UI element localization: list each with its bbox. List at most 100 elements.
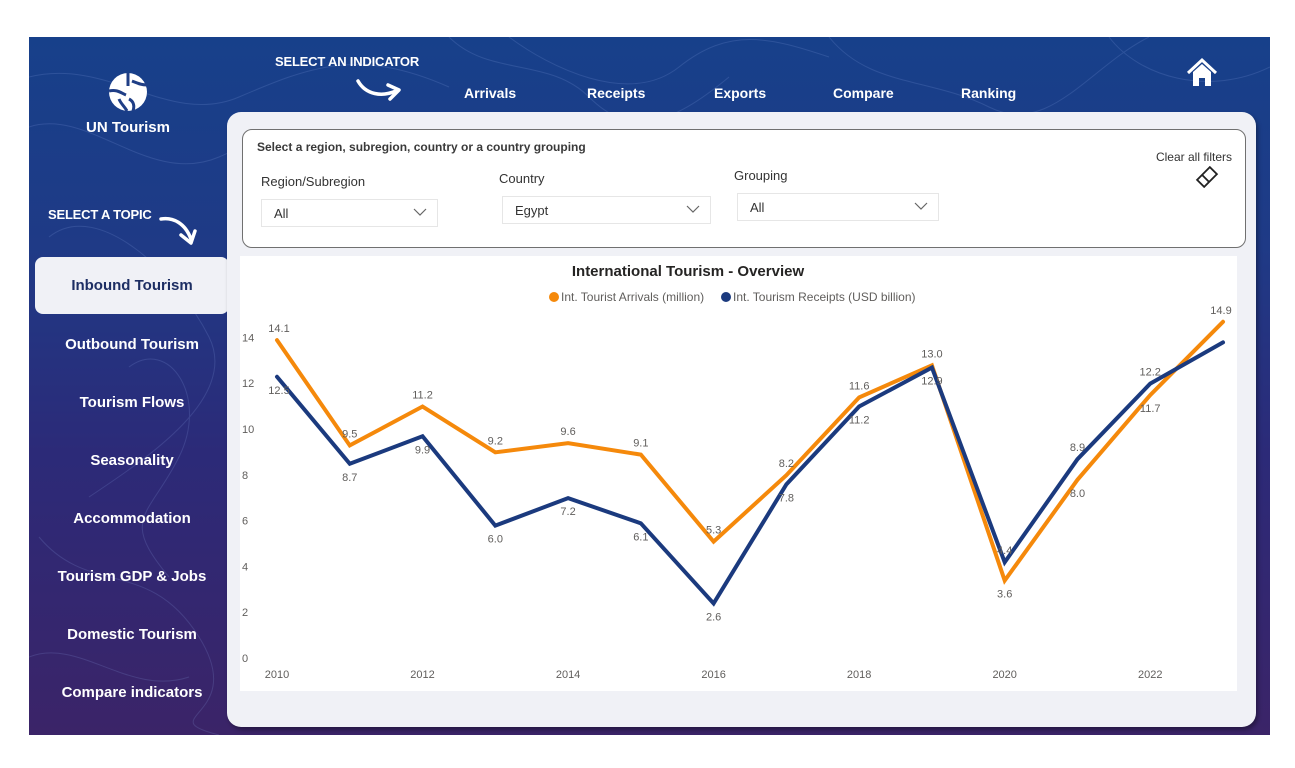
nav-exports[interactable]: Exports — [714, 85, 767, 101]
line-chart: International Tourism - Overview Int. To… — [242, 263, 1232, 681]
receipts-data-label: 2.6 — [706, 611, 721, 623]
sidebar-item-label: Inbound Tourism — [71, 277, 193, 294]
arrivals-data-label: 3.6 — [997, 589, 1012, 601]
sidebar-item-tourism-gdp-jobs[interactable]: Tourism GDP & Jobs — [35, 548, 229, 605]
app-frame: UN Tourism SELECT AN INDICATOR SELECT A … — [29, 37, 1270, 735]
sidebar-item-label: Tourism GDP & Jobs — [57, 568, 207, 585]
curved-arrow-down-icon — [159, 216, 197, 245]
nav-ranking[interactable]: Ranking — [961, 85, 1017, 101]
filter-box: Select a region, subregion, country or a… — [242, 129, 1246, 248]
legend-label-arrivals[interactable]: Int. Tourist Arrivals (million) — [561, 290, 704, 304]
legend-label-receipts[interactable]: Int. Tourism Receipts (USD billion) — [733, 290, 916, 304]
y-tick-label: 14 — [242, 332, 254, 344]
receipts-data-label: 7.8 — [779, 492, 794, 504]
clear-filters-button[interactable]: Clear all filters — [1142, 150, 1232, 188]
sidebar-item-compare-indicators[interactable]: Compare indicators — [35, 664, 229, 721]
region-dropdown[interactable]: All — [261, 199, 438, 227]
arrivals-data-label: 9.2 — [488, 435, 503, 447]
arrivals-data-label: 11.2 — [412, 390, 433, 402]
nav-receipts[interactable]: Receipts — [587, 85, 646, 101]
data-labels: 14.1 9.5 11.2 9.2 9.6 9.1 5.3 8.2 11.6 13.0 3.6 8.0… — [268, 305, 1231, 624]
x-tick-label: 2020 — [992, 669, 1016, 681]
y-tick-label: 4 — [242, 561, 248, 573]
clear-filters-label: Clear all filters — [1155, 150, 1232, 164]
y-tick-label: 2 — [242, 607, 248, 619]
region-value: All — [274, 205, 289, 221]
sidebar-item-label: Tourism Flows — [79, 394, 185, 411]
sidebar-item-inbound-tourism[interactable]: Inbound Tourism — [35, 257, 229, 314]
nav-arrivals[interactable]: Arrivals — [464, 85, 517, 101]
receipts-data-label: 12.9 — [921, 376, 942, 388]
un-tourism-logo-icon — [108, 73, 148, 112]
receipts-data-label: 12.5 — [268, 385, 289, 397]
sidebar-item-tourism-flows[interactable]: Tourism Flows — [35, 374, 229, 431]
main-panel: Select a region, subregion, country or a… — [227, 112, 1256, 727]
x-tick-label: 2018 — [847, 669, 871, 681]
grouping-value: All — [750, 199, 765, 215]
sidebar-item-label: Accommodation — [73, 510, 191, 527]
curved-arrow-right-icon — [356, 79, 401, 101]
x-tick-label: 2014 — [556, 669, 580, 681]
chevron-down-icon — [413, 208, 427, 216]
sidebar-item-label: Outbound Tourism — [65, 336, 199, 353]
select-indicator-label: SELECT AN INDICATOR — [275, 54, 420, 69]
sidebar-item-label: Seasonality — [90, 452, 174, 469]
select-topic-label: SELECT A TOPIC — [48, 207, 152, 222]
arrivals-data-label: 9.5 — [342, 428, 357, 440]
arrivals-data-label: 9.6 — [560, 426, 575, 438]
y-tick-label: 6 — [242, 516, 248, 528]
arrivals-data-label: 14.1 — [268, 323, 289, 335]
home-icon[interactable] — [1185, 56, 1219, 90]
nav-compare[interactable]: Compare — [833, 85, 894, 101]
sidebar-item-seasonality[interactable]: Seasonality — [35, 432, 229, 489]
y-tick-label: 10 — [242, 424, 254, 436]
y-tick-label: 0 — [242, 653, 248, 665]
y-tick-label: 12 — [242, 378, 254, 390]
y-tick-label: 8 — [242, 470, 248, 482]
arrivals-data-label: 11.6 — [849, 380, 870, 392]
receipts-line[interactable] — [275, 340, 1225, 607]
chevron-down-icon — [686, 205, 700, 213]
x-tick-label: 2022 — [1138, 669, 1162, 681]
legend-marker-receipts — [721, 292, 731, 302]
chevron-down-icon — [914, 202, 928, 210]
sidebar-item-accommodation[interactable]: Accommodation — [35, 490, 229, 547]
chart-title: International Tourism - Overview — [572, 263, 805, 280]
grouping-dropdown[interactable]: All — [737, 193, 939, 221]
arrivals-line[interactable] — [275, 319, 1225, 585]
legend-marker-arrivals — [549, 292, 559, 302]
x-tick-label: 2012 — [410, 669, 434, 681]
x-tick-label: 2010 — [265, 669, 289, 681]
arrivals-data-label: 8.2 — [779, 458, 794, 470]
receipts-data-label: 6.0 — [488, 534, 503, 546]
un-tourism-logo: UN Tourism — [83, 71, 173, 136]
arrivals-data-label: 5.3 — [706, 525, 721, 537]
arrivals-data-label: 13.0 — [921, 348, 942, 360]
arrivals-data-label: 11.7 — [1140, 403, 1161, 415]
receipts-data-label: 8.7 — [342, 472, 357, 484]
chart-legend: Int. Tourist Arrivals (million) Int. Tou… — [549, 290, 916, 304]
country-dropdown[interactable]: Egypt — [502, 196, 711, 224]
sidebar-item-domestic-tourism[interactable]: Domestic Tourism — [35, 606, 229, 663]
receipts-data-label: 8.9 — [1070, 442, 1085, 454]
grouping-label: Grouping — [734, 168, 788, 183]
arrivals-data-label: 14.9 — [1210, 305, 1231, 317]
region-label: Region/Subregion — [261, 174, 366, 189]
receipts-data-label: 4.4 — [997, 545, 1012, 557]
y-axis: 0 2 4 6 8 10 12 14 — [242, 332, 254, 665]
country-value: Egypt — [515, 202, 549, 218]
series-lines — [275, 319, 1225, 607]
filter-title: Select a region, subregion, country or a… — [257, 140, 586, 154]
eraser-icon — [1195, 166, 1219, 188]
sidebar-item-outbound-tourism[interactable]: Outbound Tourism — [35, 316, 229, 373]
receipts-data-label: 6.1 — [633, 531, 648, 543]
sidebar-item-label: Compare indicators — [61, 684, 203, 701]
receipts-data-label: 7.2 — [560, 506, 575, 518]
x-tick-label: 2016 — [701, 669, 725, 681]
logo-text: UN Tourism — [86, 119, 170, 136]
receipts-data-label: 11.2 — [849, 415, 870, 427]
arrivals-data-label: 9.1 — [633, 438, 648, 450]
arrivals-data-label: 8.0 — [1070, 488, 1085, 500]
receipts-data-label: 9.9 — [415, 444, 430, 456]
indicator-nav: Arrivals Receipts Exports Compare Rankin… — [29, 85, 1270, 105]
